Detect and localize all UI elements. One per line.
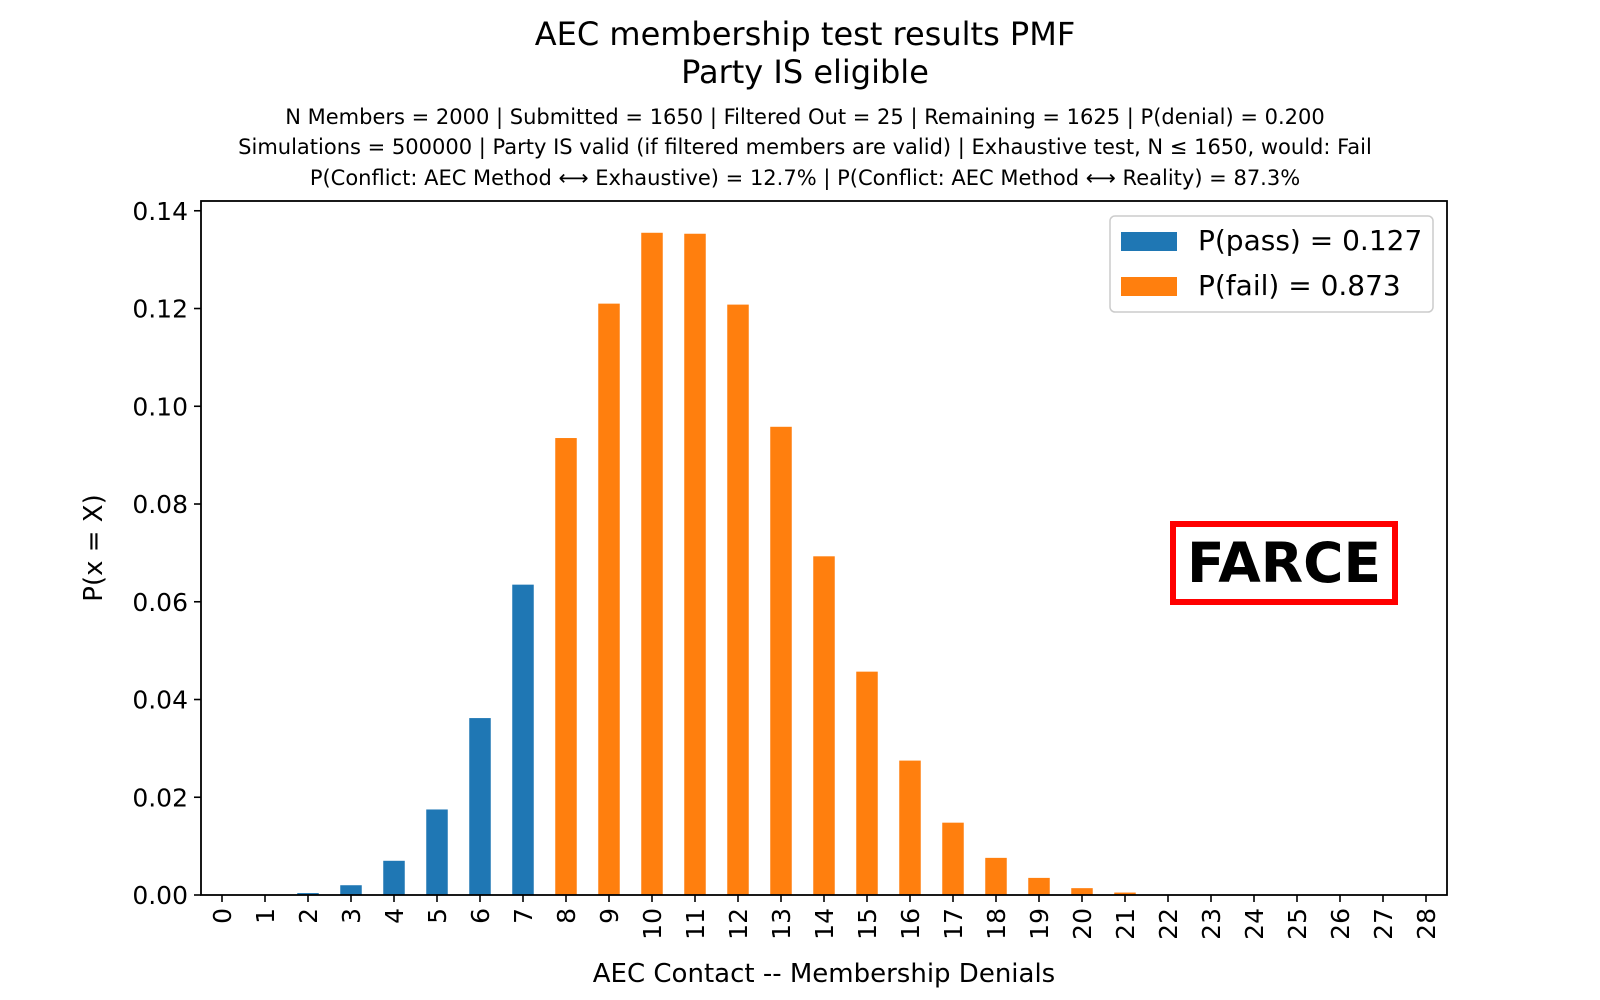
bar-fail-17: [942, 822, 964, 895]
info-line-1: N Members = 2000 | Submitted = 1650 | Fi…: [285, 105, 1325, 130]
x-tick-label: 8: [552, 908, 581, 924]
legend-frame: [1109, 215, 1434, 313]
chart-subtitle: Party IS eligible: [681, 53, 929, 91]
bar-fail-16: [899, 760, 921, 895]
bar-fail-11: [684, 233, 706, 895]
x-tick-label: 17: [939, 908, 968, 940]
y-axis: 0.00 0.02 0.04 0.06 0.08 0.10 0.12 0.14: [132, 197, 201, 910]
bar-fail-10: [641, 232, 663, 895]
x-tick-label: 1: [251, 908, 280, 924]
x-tick-label: 12: [724, 908, 753, 940]
x-axis-label: AEC Contact -- Membership Denials: [593, 959, 1055, 989]
chart-titles: AEC membership test results PMF Party IS…: [238, 15, 1372, 191]
x-tick-label: 20: [1068, 908, 1097, 940]
bar-fail-20: [1071, 888, 1093, 895]
bar-pass-7: [512, 584, 534, 895]
stamp-box: [1170, 521, 1398, 605]
y-tick-label: 0.00: [132, 881, 188, 910]
x-tick-label: 14: [810, 908, 839, 940]
y-tick-label: 0.02: [132, 783, 188, 812]
x-tick-label: 5: [423, 908, 452, 924]
x-tick-label: 7: [509, 908, 538, 924]
y-tick-label: 0.12: [132, 295, 188, 324]
chart-title: AEC membership test results PMF: [535, 15, 1075, 53]
x-tick-label: 18: [982, 908, 1011, 940]
farce-stamp: FARCE: [1170, 521, 1398, 605]
bar-fail-12: [727, 304, 749, 895]
stamp-text: FARCE: [1187, 531, 1381, 595]
x-tick-label: 26: [1326, 908, 1355, 940]
bar-fail-13: [770, 426, 792, 895]
y-axis-label: P(x = X): [79, 494, 109, 601]
x-tick-label: 6: [466, 908, 495, 924]
y-tick-label: 0.14: [132, 197, 188, 226]
x-tick-label: 24: [1240, 908, 1269, 940]
x-axis: 0 1 2 3 4 5 6 7 8 9 10 11 12 13 14 15 16 17 18 19 20 21 22 23 24…: [208, 895, 1441, 940]
x-tick-label: 16: [896, 908, 925, 940]
x-tick-label: 0: [208, 908, 237, 924]
x-tick-label: 3: [337, 908, 366, 924]
bar-fail-21: [1114, 892, 1136, 895]
bars: [297, 232, 1136, 895]
x-tick-label: 28: [1412, 908, 1441, 940]
bar-pass-2: [297, 893, 319, 895]
x-tick-label: 22: [1154, 908, 1183, 940]
plot-frame: [200, 200, 1448, 896]
x-tick-label: 15: [853, 908, 882, 940]
legend-label-fail: P(fail) = 0.873: [1198, 269, 1401, 302]
bar-fail-9: [598, 303, 620, 895]
x-tick-label: 25: [1283, 908, 1312, 940]
bar-fail-18: [985, 857, 1007, 895]
x-tick-label: 2: [294, 908, 323, 924]
x-tick-label: 23: [1197, 908, 1226, 940]
x-tick-label: 11: [681, 908, 710, 940]
legend: P(pass) = 0.127 P(fail) = 0.873: [1109, 215, 1434, 313]
bar-fail-8: [555, 438, 577, 895]
legend-label-pass: P(pass) = 0.127: [1198, 224, 1422, 257]
bar-fail-19: [1028, 877, 1050, 895]
bar-pass-4: [383, 860, 405, 895]
y-tick-label: 0.04: [132, 686, 188, 715]
x-tick-label: 19: [1025, 908, 1054, 940]
x-tick-label: 9: [595, 908, 624, 924]
x-tick-label: 27: [1369, 908, 1398, 940]
x-tick-label: 4: [380, 908, 409, 924]
bar-pass-3: [340, 885, 362, 895]
info-line-3: P(Conflict: AEC Method ⟷ Exhaustive) = 1…: [310, 166, 1300, 191]
legend-swatch-pass: [1121, 232, 1177, 251]
x-tick-label: 10: [638, 908, 667, 940]
bar-pass-5: [426, 809, 448, 895]
x-tick-label: 13: [767, 908, 796, 940]
bar-pass-6: [469, 718, 491, 895]
bar-fail-14: [813, 556, 835, 895]
x-tick-label: 21: [1111, 908, 1140, 940]
y-tick-label: 0.06: [132, 588, 188, 617]
legend-swatch-fail: [1121, 277, 1177, 296]
info-line-2: Simulations = 500000 | Party IS valid (i…: [238, 135, 1372, 160]
y-tick-label: 0.08: [132, 490, 188, 519]
y-tick-label: 0.10: [132, 392, 188, 421]
bar-fail-15: [856, 671, 878, 895]
